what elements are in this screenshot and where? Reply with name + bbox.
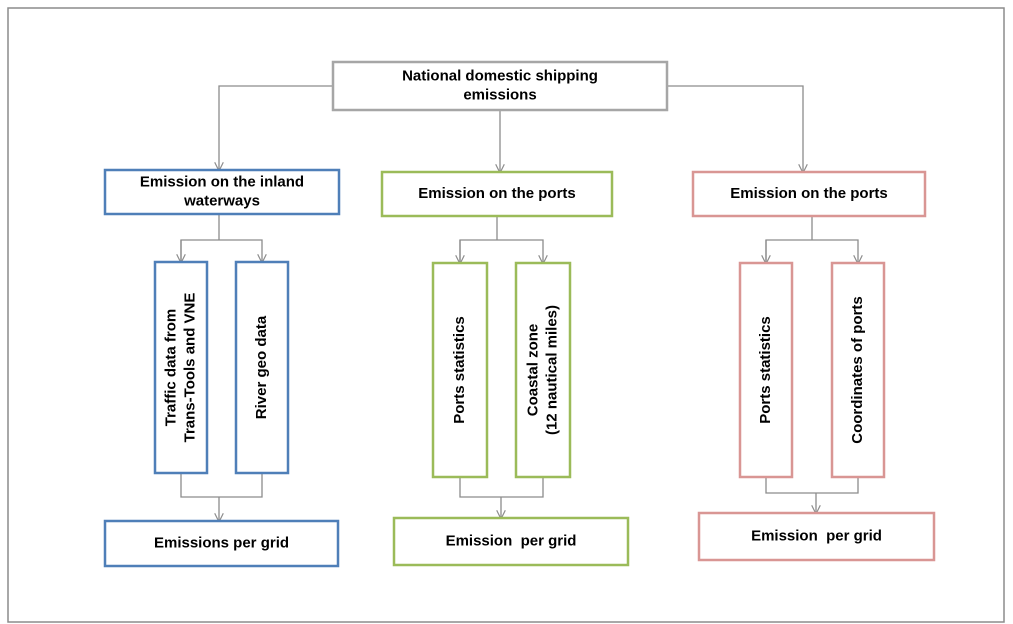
- node-box: [331, 60, 669, 112]
- frame: [7, 7, 1005, 623]
- node: Traffic data from Trans-Tools and VNE: [153, 260, 209, 475]
- node: Emissions per grid: [103, 519, 340, 568]
- node-text: Coordinates of ports: [849, 296, 866, 444]
- node-text: Trans-Tools and VNE: [181, 293, 198, 443]
- node-box: [514, 261, 572, 479]
- node-label: Traffic data from Trans-Tools and VNE: [162, 293, 198, 443]
- node-box: [234, 260, 290, 475]
- node-box: [697, 511, 936, 562]
- node-label: Emission on the ports: [418, 185, 576, 202]
- node: National domestic shipping emissions: [331, 60, 669, 112]
- node-label: Emission on the inland waterways: [140, 173, 304, 209]
- node-box: [691, 170, 927, 218]
- node-label: Ports statistics: [757, 316, 774, 424]
- node-label: National domestic shipping emissions: [402, 67, 598, 103]
- node-text: (12 nautical miles): [543, 305, 560, 435]
- node: Emission per grid: [697, 511, 936, 562]
- node-label: Emission on the ports: [730, 185, 888, 202]
- node-box: [380, 170, 614, 218]
- node-text: Traffic data from: [162, 309, 179, 427]
- node-text: River geo data: [253, 315, 270, 419]
- node-text: Emission on the ports: [418, 185, 576, 202]
- node: Ports statistics: [431, 261, 489, 479]
- node: Emission on the inland waterways: [103, 168, 341, 216]
- node-box: [103, 519, 340, 568]
- node-label: River geo data: [253, 315, 270, 419]
- node-text: Ports statistics: [451, 316, 468, 424]
- node-text: National domestic shipping: [402, 67, 598, 84]
- node-box: [431, 261, 489, 479]
- node: Emission on the ports: [691, 170, 927, 218]
- node-label: Ports statistics: [451, 316, 468, 424]
- node-label: Emission per grid: [751, 527, 882, 544]
- node-label: Coordinates of ports: [849, 296, 866, 444]
- node-text: emissions: [463, 86, 536, 103]
- node-text: waterways: [183, 192, 260, 209]
- node-box: [153, 260, 209, 475]
- node-text: Coastal zone: [524, 324, 541, 417]
- node: Ports statistics: [738, 261, 794, 479]
- node: Coordinates of ports: [830, 261, 886, 479]
- node-label: Emission per grid: [446, 532, 577, 549]
- node-text: Ports statistics: [757, 316, 774, 424]
- connectors: [181, 85, 858, 521]
- node: Emission on the ports: [380, 170, 614, 218]
- node-text: Emission on the ports: [730, 185, 888, 202]
- node-text: Emission per grid: [446, 532, 577, 549]
- node: Coastal zone (12 nautical miles): [514, 261, 572, 479]
- node-box: [830, 261, 886, 479]
- node-box: [103, 168, 341, 216]
- node: River geo data: [234, 260, 290, 475]
- node-text: Emission on the inland: [140, 173, 304, 190]
- node-label: Emissions per grid: [154, 534, 289, 551]
- node-box: [392, 516, 630, 567]
- node-text: Emissions per grid: [154, 534, 289, 551]
- node: Emission per grid: [392, 516, 630, 567]
- node-text: Emission per grid: [751, 527, 882, 544]
- node-box: [738, 261, 794, 479]
- node-label: Coastal zone (12 nautical miles): [524, 305, 560, 435]
